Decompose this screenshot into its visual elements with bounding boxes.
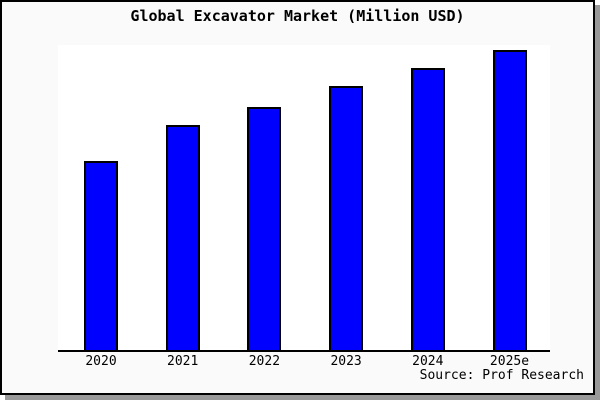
bar-2022 [247, 107, 282, 350]
plot-area [58, 45, 550, 352]
bar-2021 [165, 125, 200, 350]
x-tick-2021: 2021 [167, 354, 199, 369]
source-note: Source: Prof Research [419, 368, 584, 383]
chart-title: Global Excavator Market (Million USD) [130, 7, 465, 25]
x-tick-2023: 2023 [330, 354, 362, 369]
bar-2025e [492, 50, 527, 350]
bar-2020 [84, 161, 118, 350]
x-tick-2024: 2024 [412, 354, 444, 369]
bar-2023 [329, 86, 364, 350]
x-tick-2025e: 2025e [489, 354, 530, 369]
chart-figure: Global Excavator Market (Million USD) 20… [0, 0, 595, 395]
x-tick-2020: 2020 [85, 354, 117, 369]
x-tick-2022: 2022 [248, 354, 281, 369]
bar-2024 [410, 68, 445, 350]
